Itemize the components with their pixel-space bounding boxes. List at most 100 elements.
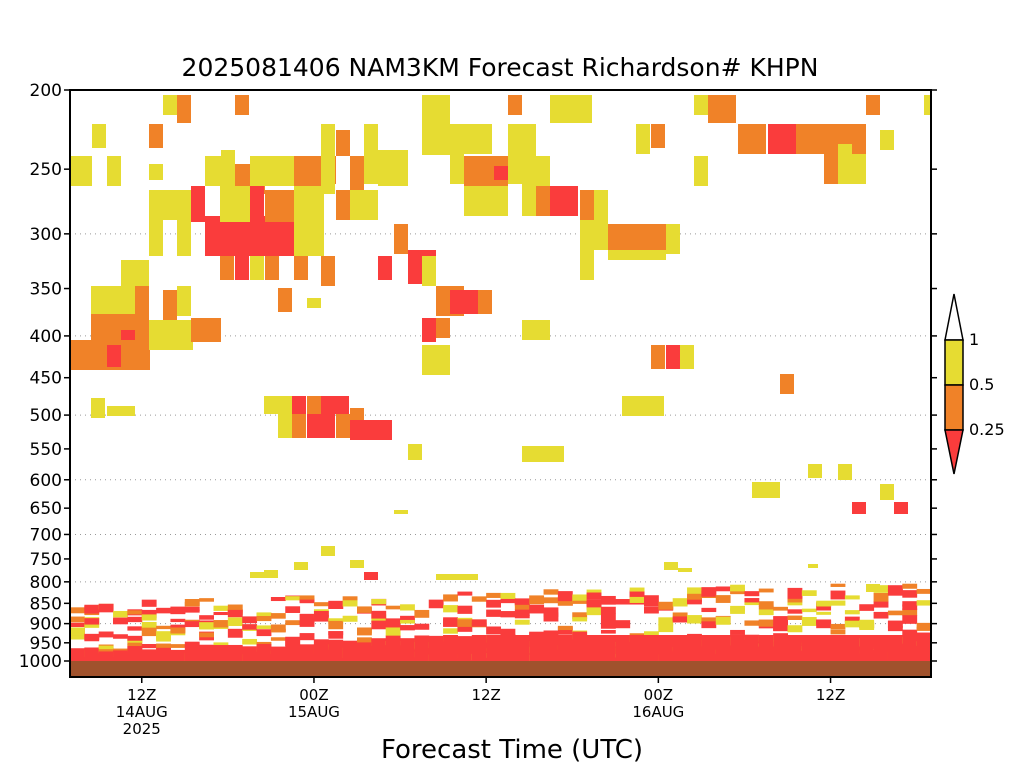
- legend-label: 1: [969, 330, 979, 349]
- x-tick-label: 12Z: [127, 686, 156, 704]
- heatmap-cell: [694, 156, 708, 186]
- heatmap-cell: [378, 150, 408, 186]
- heatmap-cell: [666, 345, 680, 369]
- heatmap-cell: [294, 562, 308, 570]
- heatmap-cell: [205, 216, 295, 256]
- heatmap-cell: [127, 626, 143, 631]
- heatmap-cell: [902, 583, 918, 589]
- heatmap-cell: [715, 586, 731, 592]
- heatmap-cell: [285, 636, 301, 646]
- heatmap-cell: [350, 560, 364, 568]
- legend-label: 0.5: [969, 375, 994, 394]
- heatmap-cell: [250, 256, 264, 280]
- heatmap-cell: [170, 618, 186, 623]
- heatmap-cell: [471, 635, 487, 661]
- heatmap-cell: [730, 605, 745, 612]
- heatmap-cell: [342, 640, 358, 661]
- heatmap-cell: [572, 635, 588, 661]
- heatmap-cell: [371, 598, 387, 605]
- plot-frame: [69, 89, 932, 678]
- heatmap-cell: [887, 585, 903, 592]
- heatmap-cell: [285, 620, 301, 626]
- heatmap-cell: [816, 635, 832, 661]
- heatmap-cell: [184, 606, 200, 611]
- heatmap-cell: [213, 612, 229, 616]
- y-tick-label: 700: [30, 525, 62, 545]
- heatmap-cell: [787, 635, 803, 661]
- heatmap-cell: [629, 589, 645, 598]
- heatmap-cell: [299, 595, 315, 601]
- heatmap-cell: [156, 607, 171, 614]
- heatmap-cell: [98, 603, 114, 613]
- heatmap-cell: [220, 256, 234, 280]
- heatmap-cell: [400, 615, 415, 623]
- heatmap-cell: [672, 635, 688, 661]
- heatmap-cell: [270, 624, 286, 633]
- heatmap-cell: [328, 600, 344, 609]
- heatmap-cell: [801, 617, 817, 626]
- heatmap-cell: [687, 599, 702, 605]
- heatmap-cell: [536, 186, 550, 216]
- heatmap-cell: [830, 600, 846, 606]
- heatmap-cell: [400, 604, 415, 611]
- heatmap-cell: [242, 638, 258, 645]
- heatmap-cell: [830, 629, 846, 635]
- heatmap-cell: [844, 595, 860, 600]
- legend-swatch-above-1: [944, 293, 964, 341]
- y-tick-label: 800: [30, 573, 62, 593]
- heatmap-cell: [758, 605, 774, 610]
- heatmap-cell: [844, 620, 860, 628]
- heatmap-cell: [830, 623, 846, 630]
- heatmap-cell: [464, 186, 508, 216]
- heatmap-cell: [400, 638, 415, 661]
- heatmap-cell: [213, 642, 229, 647]
- heatmap-cell: [213, 605, 229, 611]
- heatmap-cell: [278, 288, 292, 312]
- heatmap-cell: [644, 601, 659, 607]
- heatmap-cell: [408, 444, 422, 460]
- heatmap-cell: [500, 628, 516, 636]
- heatmap-cell: [107, 345, 121, 367]
- heatmap-cell: [428, 599, 444, 609]
- heatmap-cell: [494, 166, 508, 180]
- heatmap-cell: [916, 622, 931, 630]
- heatmap-cell: [916, 635, 931, 661]
- heatmap-cell: [84, 605, 100, 614]
- heatmap-cell: [715, 616, 731, 625]
- heatmap-cell: [265, 190, 295, 222]
- heatmap-cell: [543, 589, 559, 595]
- heatmap-cell: [543, 630, 559, 639]
- heatmap-cell: [299, 621, 315, 627]
- heatmap-cell: [859, 619, 875, 629]
- heatmap-cell: [701, 635, 717, 661]
- heatmap-cell: [278, 414, 292, 438]
- heatmap-cell: [350, 420, 392, 440]
- heatmap-cell: [98, 651, 114, 661]
- heatmap-cell: [400, 625, 415, 631]
- heatmap-cell: [235, 256, 249, 280]
- heatmap-cell: [529, 635, 545, 661]
- heatmap-cell: [600, 595, 616, 605]
- heatmap-cell: [916, 588, 931, 594]
- heatmap-cell: [184, 645, 200, 661]
- heatmap-cell: [328, 620, 344, 630]
- heatmap-cell: [428, 635, 444, 643]
- heatmap-cell: [113, 619, 128, 624]
- heatmap-cell: [615, 635, 631, 661]
- heatmap-cell: [250, 572, 278, 578]
- heatmap-cell: [730, 590, 745, 595]
- heatmap-cell: [227, 604, 243, 613]
- heatmap-cell: [184, 621, 200, 626]
- heatmap-cell: [294, 186, 324, 256]
- heatmap-cell: [113, 634, 128, 639]
- heatmap-cell: [113, 650, 128, 661]
- y-tick-label: 950: [30, 634, 62, 654]
- heatmap-cell: [852, 124, 866, 154]
- heatmap-cell: [887, 589, 903, 596]
- heatmap-cell: [135, 286, 149, 316]
- heatmap-cell: [107, 406, 135, 416]
- heatmap-cell: [873, 585, 889, 593]
- heatmap-cell: [514, 601, 530, 610]
- heatmap-cell: [471, 596, 487, 602]
- heatmap-cell: [543, 612, 559, 617]
